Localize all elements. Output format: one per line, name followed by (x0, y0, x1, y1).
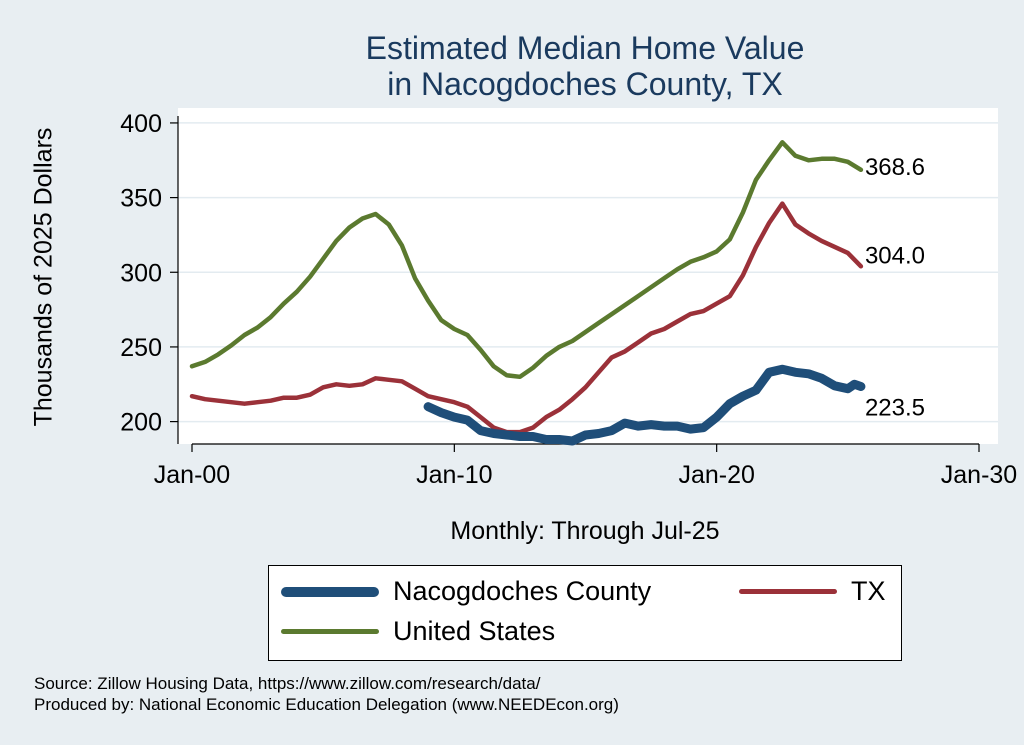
y-tick-label: 350 (120, 185, 162, 213)
y-axis-label: Thousands of 2025 Dollars (29, 127, 58, 427)
legend-label-nacogdoches: Nacogdoches County (393, 576, 652, 606)
legend-swatch-united-states (281, 629, 379, 634)
legend-item-united-states: United States (281, 616, 555, 647)
series-lines (189, 140, 866, 446)
source-note: Source: Zillow Housing Data, https://www… (34, 673, 619, 715)
x-axis-label: Monthly: Through Jul-25 (450, 517, 720, 545)
legend-label-tx: TX (851, 576, 886, 606)
end-label-tx: 304.0 (865, 242, 925, 269)
source-line-2: Produced by: National Economic Education… (34, 695, 619, 714)
end-label-nacogdoches-county: 223.5 (865, 395, 925, 422)
y-tick-label: 200 (120, 409, 162, 437)
y-tick-label: 250 (120, 334, 162, 362)
chart-title-line-1: Estimated Median Home Value (365, 30, 805, 66)
legend-swatch-nacogdoches (281, 586, 379, 597)
x-tick-label: Jan-30 (941, 461, 1017, 489)
legend-label-united-states: United States (393, 616, 556, 646)
series-line-tx (189, 201, 864, 435)
chart-title-line-2: in Nacogdoches County, TX (387, 66, 783, 102)
end-labels: 368.6 304.0 223.5 (865, 154, 925, 422)
legend: Nacogdoches County TX United States (268, 565, 902, 661)
legend-item-tx: TX (739, 576, 886, 607)
source-line-1: Source: Zillow Housing Data, https://www… (34, 674, 541, 693)
x-tick-label: Jan-00 (154, 461, 230, 489)
x-tick-label: Jan-20 (678, 461, 754, 489)
x-tick-label: Jan-10 (416, 461, 492, 489)
y-tick-label: 400 (120, 110, 162, 138)
end-label-united-states: 368.6 (865, 154, 925, 181)
legend-swatch-tx (739, 589, 837, 594)
series-line-united-states (189, 140, 864, 380)
legend-item-nacogdoches: Nacogdoches County (281, 576, 651, 607)
series-line-nacogdoches-county (423, 364, 866, 446)
axes: 200 250 300 350 400 Jan-00 Jan-10 Jan-20 Jan-30 (120, 110, 1017, 489)
y-tick-label: 300 (120, 259, 162, 287)
